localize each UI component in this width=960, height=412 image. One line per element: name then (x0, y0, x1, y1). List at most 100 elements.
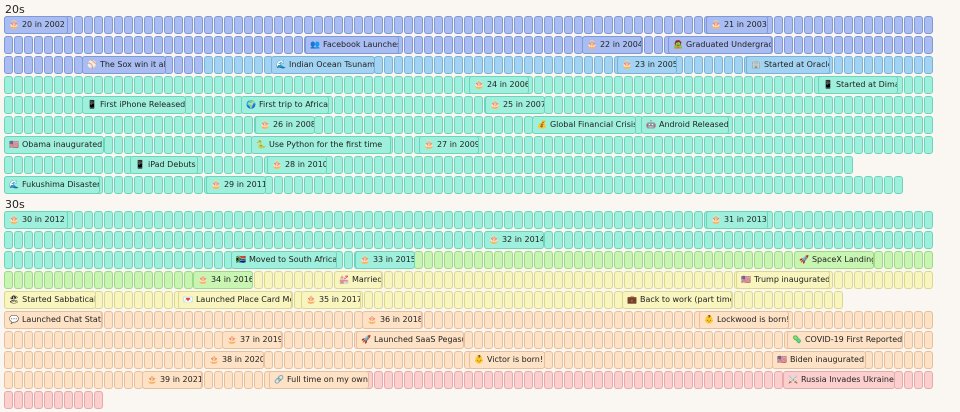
week-cell[interactable] (634, 176, 643, 194)
week-cell[interactable] (594, 211, 603, 229)
event-label[interactable]: 📱Started at Dimagi (818, 76, 898, 94)
week-cell[interactable] (554, 311, 563, 329)
week-cell[interactable] (504, 291, 513, 309)
week-cell[interactable] (764, 116, 773, 134)
week-cell[interactable] (854, 16, 863, 34)
week-cell[interactable] (414, 36, 423, 54)
week-cell[interactable] (774, 331, 783, 349)
week-cell[interactable] (684, 16, 693, 34)
week-cell[interactable] (474, 291, 483, 309)
week-cell[interactable] (884, 311, 893, 329)
week-cell[interactable] (184, 271, 193, 289)
week-cell[interactable] (634, 331, 643, 349)
week-cell[interactable] (674, 251, 683, 269)
week-cell[interactable] (514, 116, 523, 134)
week-cell[interactable] (814, 211, 823, 229)
week-cell[interactable] (54, 116, 63, 134)
week-cell[interactable] (884, 96, 893, 114)
week-cell[interactable] (284, 311, 293, 329)
week-cell[interactable] (44, 56, 53, 74)
week-cell[interactable] (664, 231, 673, 249)
week-cell[interactable] (794, 156, 803, 174)
week-cell[interactable] (74, 251, 83, 269)
week-cell[interactable] (404, 231, 413, 249)
week-cell[interactable] (604, 96, 613, 114)
week-cell[interactable] (354, 231, 363, 249)
week-cell[interactable] (244, 36, 253, 54)
week-cell[interactable] (394, 211, 403, 229)
week-cell[interactable] (214, 251, 223, 269)
week-cell[interactable] (134, 251, 143, 269)
week-cell[interactable] (294, 16, 303, 34)
week-cell[interactable] (694, 156, 703, 174)
event-label[interactable]: 🎂 26 in 2008 (255, 116, 315, 134)
week-cell[interactable] (584, 331, 593, 349)
week-cell[interactable] (84, 36, 93, 54)
week-cell[interactable] (124, 311, 133, 329)
week-cell[interactable] (284, 331, 293, 349)
week-cell[interactable] (524, 331, 533, 349)
week-cell[interactable] (604, 271, 613, 289)
week-cell[interactable] (54, 56, 63, 74)
week-cell[interactable] (864, 16, 873, 34)
week-cell[interactable] (704, 96, 713, 114)
week-cell[interactable] (394, 76, 403, 94)
week-cell[interactable] (154, 176, 163, 194)
week-cell[interactable] (154, 76, 163, 94)
week-cell[interactable] (574, 56, 583, 74)
week-cell[interactable] (124, 231, 133, 249)
week-cell[interactable] (264, 311, 273, 329)
week-cell[interactable] (314, 351, 323, 369)
week-cell[interactable] (534, 271, 543, 289)
week-cell[interactable] (284, 271, 293, 289)
week-cell[interactable] (424, 16, 433, 34)
week-cell[interactable] (544, 176, 553, 194)
week-cell[interactable] (124, 136, 133, 154)
week-cell[interactable] (394, 371, 403, 389)
week-cell[interactable] (374, 156, 383, 174)
week-cell[interactable] (724, 331, 733, 349)
week-cell[interactable] (624, 16, 633, 34)
week-cell[interactable] (204, 231, 213, 249)
week-cell[interactable] (24, 116, 33, 134)
week-cell[interactable] (444, 211, 453, 229)
week-cell[interactable] (514, 36, 523, 54)
week-cell[interactable] (644, 231, 653, 249)
week-cell[interactable] (284, 16, 293, 34)
week-cell[interactable] (184, 16, 193, 34)
week-cell[interactable] (514, 331, 523, 349)
week-cell[interactable] (434, 351, 443, 369)
week-cell[interactable] (414, 231, 423, 249)
week-cell[interactable] (154, 251, 163, 269)
week-cell[interactable] (884, 211, 893, 229)
week-cell[interactable] (634, 211, 643, 229)
week-cell[interactable] (324, 331, 333, 349)
week-cell[interactable] (224, 56, 233, 74)
week-cell[interactable] (904, 96, 913, 114)
event-label[interactable]: 💼 Back to work (part time) (622, 291, 732, 309)
week-cell[interactable] (444, 156, 453, 174)
week-cell[interactable] (824, 211, 833, 229)
week-cell[interactable] (124, 271, 133, 289)
week-cell[interactable] (864, 136, 873, 154)
week-cell[interactable] (404, 211, 413, 229)
week-cell[interactable] (904, 56, 913, 74)
week-cell[interactable] (424, 156, 433, 174)
week-cell[interactable] (134, 176, 143, 194)
week-cell[interactable] (584, 271, 593, 289)
week-cell[interactable] (824, 136, 833, 154)
week-cell[interactable] (794, 76, 803, 94)
week-cell[interactable] (584, 231, 593, 249)
week-cell[interactable] (774, 371, 783, 389)
week-cell[interactable] (374, 96, 383, 114)
event-label[interactable]: 🎂 23 in 2005 (617, 56, 677, 74)
week-cell[interactable] (584, 76, 593, 94)
week-cell[interactable] (504, 211, 513, 229)
week-cell[interactable] (634, 251, 643, 269)
week-cell[interactable] (634, 231, 643, 249)
week-cell[interactable] (814, 136, 823, 154)
week-cell[interactable] (214, 16, 223, 34)
week-cell[interactable] (534, 16, 543, 34)
week-cell[interactable] (504, 271, 513, 289)
week-cell[interactable] (284, 231, 293, 249)
